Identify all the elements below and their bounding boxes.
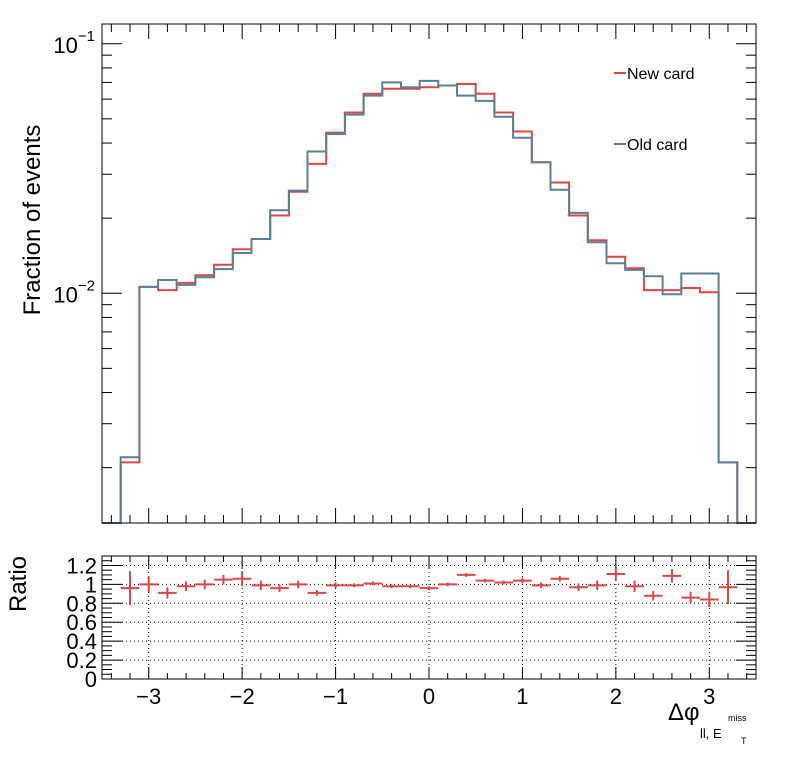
x-tick-label: 2 <box>610 684 622 709</box>
ratio-point <box>625 580 644 592</box>
legend: New card Old card <box>614 66 695 154</box>
ratio-point <box>344 583 364 588</box>
ratio-ticks <box>102 555 756 680</box>
ratio-y-axis-label: Ratio <box>5 556 32 612</box>
distribution-series <box>102 79 756 524</box>
y-tick-label: 10−2 <box>53 277 95 307</box>
x-tick-label: −2 <box>230 684 255 709</box>
ratio-point <box>475 578 495 583</box>
ratio-point <box>643 591 663 601</box>
x-axis-label-superscript: miss <box>728 713 747 723</box>
ratio-point <box>699 591 719 608</box>
ratio-point <box>139 576 159 592</box>
y-tick-label: 10−1 <box>53 28 95 58</box>
legend-label-old-card: Old card <box>627 137 687 154</box>
ratio-point <box>307 590 327 596</box>
x-axis-label-subsubscript: T <box>741 736 747 746</box>
ratio-point <box>382 584 401 589</box>
legend-entry-new-card: New card <box>614 66 695 83</box>
distribution-panel: 10−2 10−1 Fraction of events New card Old… <box>19 23 757 524</box>
x-axis-label-base: Δφ <box>668 699 700 726</box>
ratio-y-tick-label: 0.4 <box>66 629 97 654</box>
ratio-point <box>214 574 233 585</box>
ratio-point <box>494 580 514 585</box>
x-tick-label: 3 <box>703 684 715 709</box>
x-tick-label: 0 <box>423 684 435 709</box>
ratio-point <box>662 569 682 583</box>
x-tick-label: 1 <box>516 684 528 709</box>
ratio-point <box>363 581 383 586</box>
ratio-y-tick-label: 1.2 <box>66 553 97 578</box>
ratio-y-tick-label: 1 <box>85 572 97 597</box>
ratio-point <box>176 581 196 592</box>
ratio-point <box>457 573 476 577</box>
ratio-point <box>120 571 140 606</box>
x-tick-label: −1 <box>323 684 348 709</box>
ratio-point <box>232 571 252 587</box>
x-axis-label-subscript: ll, E <box>700 726 722 741</box>
distribution-y-axis-label: Fraction of events <box>19 125 46 316</box>
ratio-point <box>400 584 420 589</box>
ratio-panel: 00.20.40.60.811.2 −3 −2 −1 0 1 2 3 Ratio Δφ ll… <box>5 553 757 746</box>
x-axis-label: Δφ ll, E miss T <box>668 699 747 746</box>
ratio-point <box>606 567 626 581</box>
distribution-ticks <box>102 24 756 523</box>
distribution-y-tick-labels: 10−2 10−1 <box>53 28 95 307</box>
ratio-point <box>158 587 177 599</box>
ratio-point <box>251 580 271 591</box>
ratio-point <box>587 580 607 591</box>
ratio-point <box>438 582 458 587</box>
ratio-point <box>270 584 289 592</box>
legend-label-new-card: New card <box>627 66 695 83</box>
ratio-y-tick-label: 0.8 <box>66 591 97 616</box>
ratio-y-tick-label: 0 <box>85 667 97 692</box>
ratio-point <box>288 580 308 589</box>
ratio-y-tick-label: 0.6 <box>66 610 97 635</box>
ratio-point <box>531 582 551 589</box>
x-tick-label: −3 <box>136 684 161 709</box>
ratio-y-tick-labels: 00.20.40.60.811.2 <box>66 553 97 692</box>
ratio-points <box>120 567 738 608</box>
ratio-point <box>550 575 570 582</box>
ratio-y-tick-label: 0.2 <box>66 648 97 673</box>
ratio-point <box>195 579 215 590</box>
ratio-point <box>569 583 588 592</box>
ratio-point <box>513 577 532 584</box>
legend-entry-old-card: Old card <box>614 137 687 154</box>
ratio-point <box>718 570 738 605</box>
ratio-point <box>326 582 345 589</box>
step-line-1 <box>102 79 756 524</box>
series-old-card <box>102 79 756 524</box>
ratio-point <box>419 586 439 591</box>
ratio-point <box>681 591 700 604</box>
x-tick-labels: −3 −2 −1 0 1 2 3 <box>136 684 715 709</box>
